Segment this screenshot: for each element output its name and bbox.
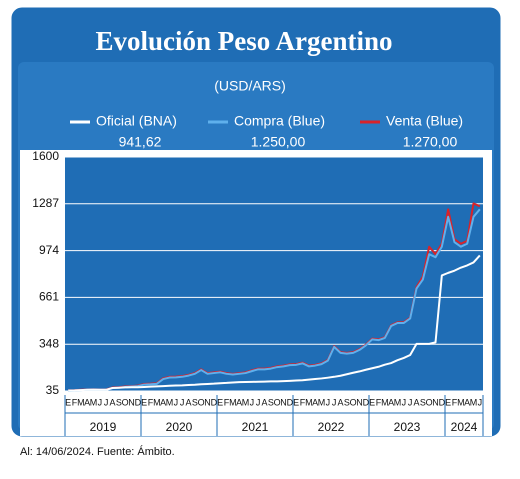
x-tick-label: O bbox=[426, 397, 433, 407]
x-tick-label: M bbox=[457, 397, 465, 407]
x-tick-label: A bbox=[261, 397, 267, 407]
legend-value: 1.250,00 bbox=[251, 134, 306, 150]
x-tick-label: F bbox=[300, 397, 306, 407]
x-tick-label: A bbox=[337, 397, 343, 407]
legend-label: Compra (Blue) bbox=[234, 113, 325, 129]
x-tick-label: A bbox=[464, 397, 470, 407]
x-tick-label: D bbox=[439, 397, 446, 407]
x-tick-label: D bbox=[287, 397, 294, 407]
legend-label: Oficial (BNA) bbox=[96, 113, 177, 129]
x-tick-label: N bbox=[128, 397, 135, 407]
legend-value: 941,62 bbox=[119, 134, 162, 150]
x-tick-label: J bbox=[326, 397, 331, 407]
x-tick-label: N bbox=[356, 397, 363, 407]
x-tick-label: O bbox=[122, 397, 129, 407]
year-label: 2023 bbox=[394, 420, 421, 434]
x-tick-label: A bbox=[236, 397, 242, 407]
series-line bbox=[68, 254, 481, 392]
y-tick-label: 974 bbox=[39, 243, 59, 257]
legend-value: 1.270,00 bbox=[403, 134, 458, 150]
x-tick-label: M bbox=[229, 397, 237, 407]
x-tick-label: J bbox=[98, 397, 103, 407]
x-tick-label: E bbox=[293, 397, 299, 407]
y-tick-label: 661 bbox=[39, 290, 59, 304]
x-tick-label: J bbox=[104, 397, 109, 407]
x-tick-label: D bbox=[211, 397, 218, 407]
x-tick-label: M bbox=[318, 397, 326, 407]
year-label: 2020 bbox=[166, 420, 193, 434]
x-tick-label: E bbox=[65, 397, 71, 407]
x-tick-label: J bbox=[174, 397, 179, 407]
x-tick-label: N bbox=[204, 397, 211, 407]
x-tick-label: M bbox=[394, 397, 402, 407]
x-tick-label: M bbox=[470, 397, 478, 407]
plot-area bbox=[65, 157, 483, 391]
x-tick-label: E bbox=[217, 397, 223, 407]
x-tick-label: E bbox=[141, 397, 147, 407]
x-tick-label: J bbox=[250, 397, 255, 407]
series-line bbox=[68, 208, 481, 392]
x-tick-label: S bbox=[192, 397, 198, 407]
x-tick-label: S bbox=[420, 397, 426, 407]
y-tick-label: 1600 bbox=[32, 149, 59, 163]
x-tick-label: A bbox=[185, 397, 191, 407]
x-tick-label: J bbox=[402, 397, 407, 407]
year-label: 2019 bbox=[90, 420, 117, 434]
x-tick-label: E bbox=[369, 397, 375, 407]
legend-label: Venta (Blue) bbox=[386, 113, 463, 129]
x-tick-label: O bbox=[198, 397, 205, 407]
x-tick-label: S bbox=[344, 397, 350, 407]
x-tick-label: M bbox=[381, 397, 389, 407]
x-tick-label: N bbox=[280, 397, 287, 407]
y-tick-label: 1287 bbox=[32, 196, 59, 210]
x-tick-label: M bbox=[90, 397, 98, 407]
source-note: Al: 14/06/2024. Fuente: Ámbito. bbox=[20, 445, 175, 458]
x-tick-label: M bbox=[305, 397, 313, 407]
y-tick-label: 35 bbox=[46, 383, 60, 397]
x-tick-label: A bbox=[84, 397, 90, 407]
x-tick-label: F bbox=[148, 397, 154, 407]
x-tick-label: O bbox=[350, 397, 357, 407]
x-tick-label: A bbox=[109, 397, 115, 407]
x-tick-label: J bbox=[180, 397, 185, 407]
x-tick-label: F bbox=[72, 397, 78, 407]
chart-title: Evolución Peso Argentino bbox=[95, 26, 392, 56]
x-tick-label: F bbox=[452, 397, 458, 407]
x-tick-label: M bbox=[153, 397, 161, 407]
x-tick-label: D bbox=[135, 397, 142, 407]
year-label: 2022 bbox=[318, 420, 345, 434]
x-tick-label: E bbox=[445, 397, 451, 407]
y-tick-label: 348 bbox=[39, 336, 59, 350]
x-tick-label: F bbox=[224, 397, 230, 407]
x-tick-label: A bbox=[312, 397, 318, 407]
x-tick-label: M bbox=[166, 397, 174, 407]
chart-subtitle: (USD/ARS) bbox=[214, 78, 286, 94]
x-tick-label: D bbox=[363, 397, 370, 407]
x-tick-label: M bbox=[77, 397, 85, 407]
x-tick-label: S bbox=[116, 397, 122, 407]
x-tick-label: A bbox=[160, 397, 166, 407]
x-tick-label: N bbox=[432, 397, 439, 407]
x-tick-label: S bbox=[268, 397, 274, 407]
x-tick-label: J bbox=[478, 397, 483, 407]
x-tick-label: J bbox=[332, 397, 337, 407]
x-tick-label: A bbox=[388, 397, 394, 407]
x-tick-label: O bbox=[274, 397, 281, 407]
x-tick-label: J bbox=[408, 397, 413, 407]
x-tick-label: M bbox=[242, 397, 250, 407]
year-label: 2021 bbox=[242, 420, 269, 434]
year-label: 2024 bbox=[451, 420, 478, 434]
x-tick-label: J bbox=[256, 397, 261, 407]
x-tick-label: A bbox=[413, 397, 419, 407]
x-tick-label: F bbox=[376, 397, 382, 407]
